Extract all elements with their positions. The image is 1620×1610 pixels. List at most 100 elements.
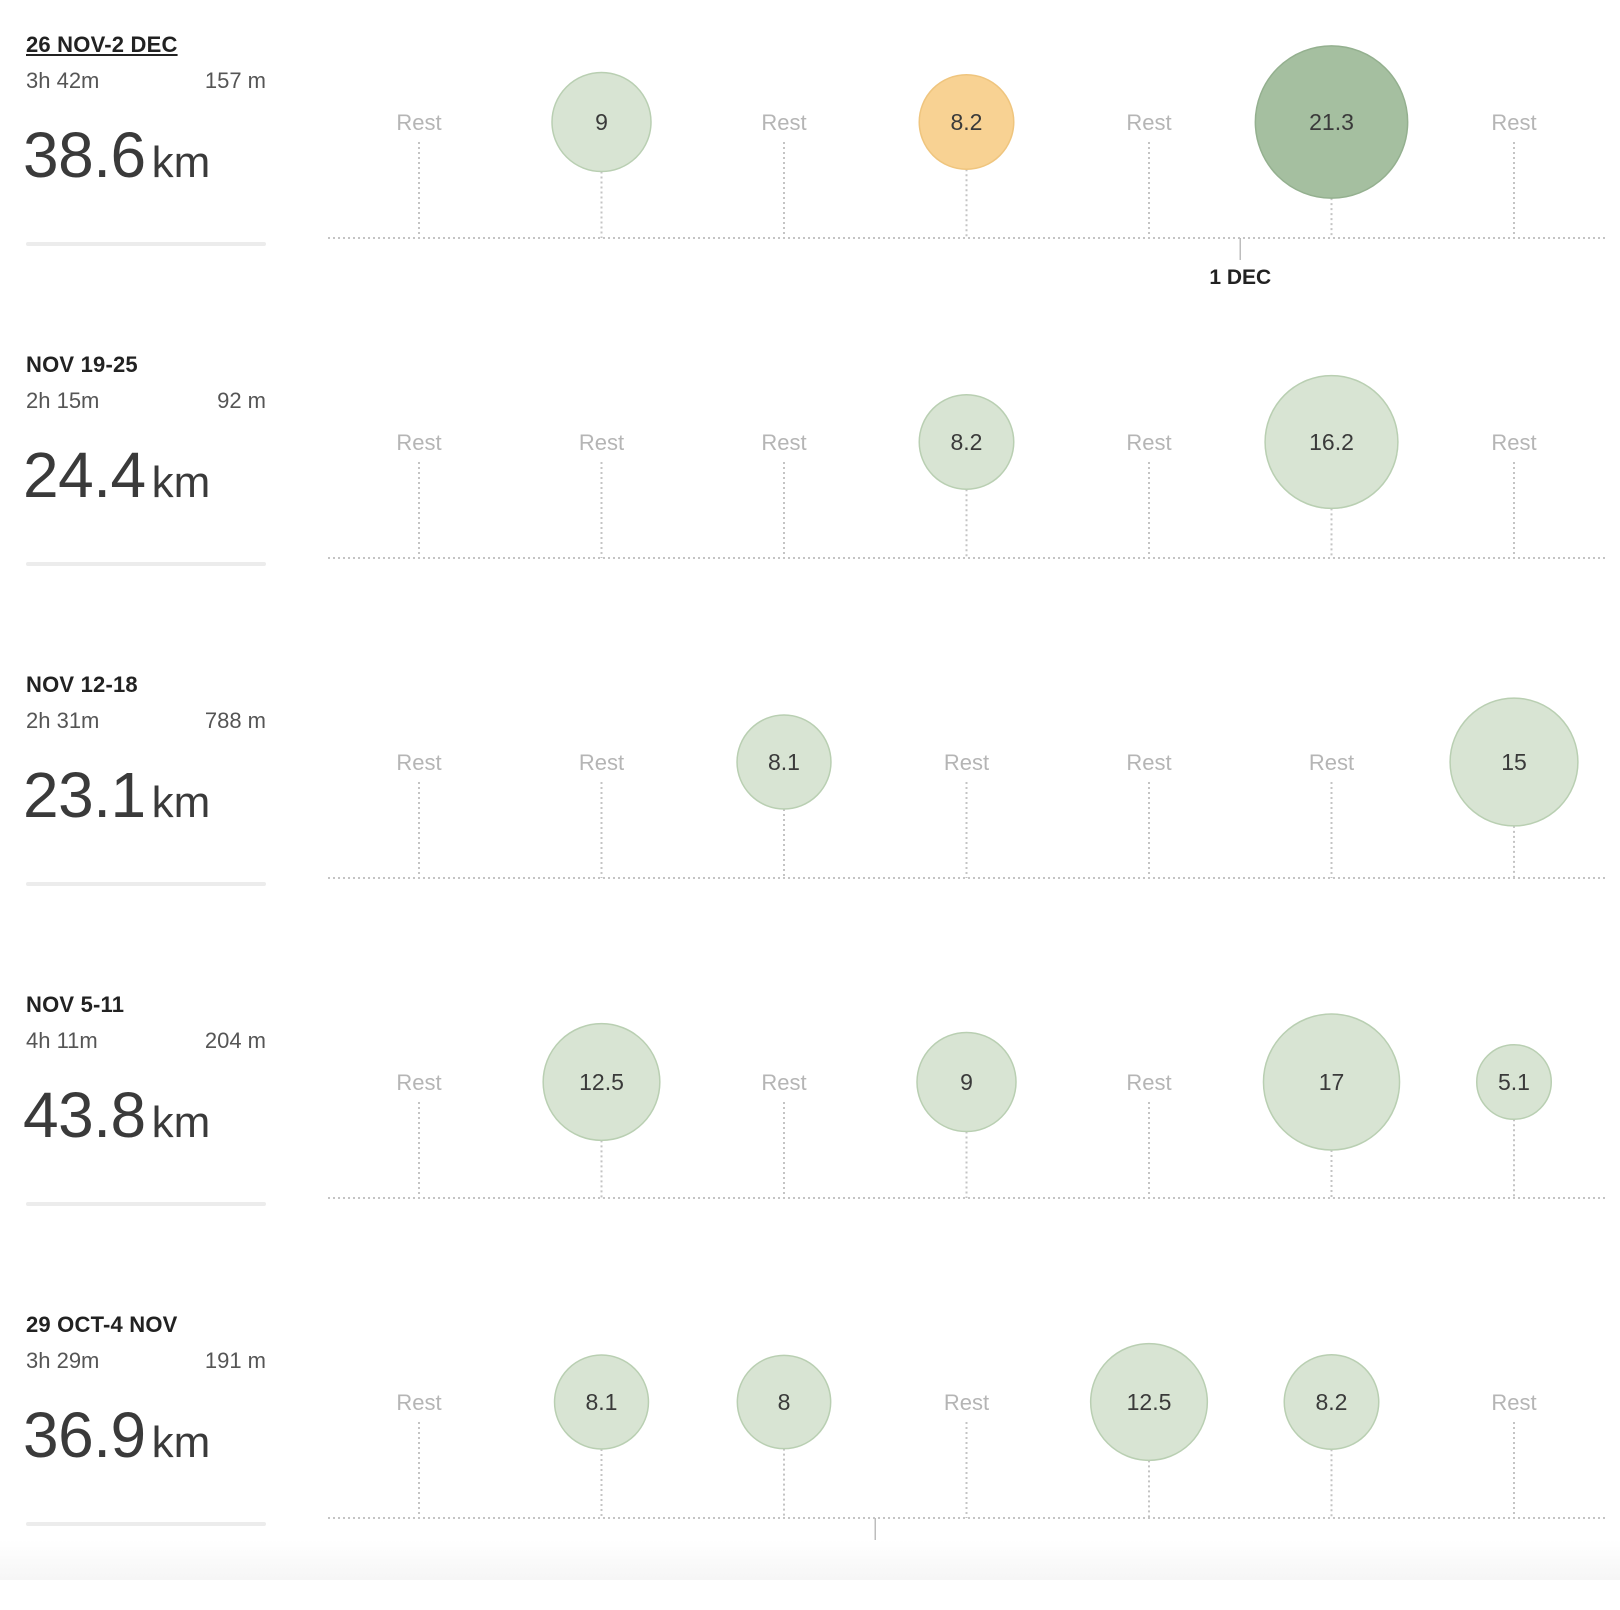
week-elevation: 788 m <box>204 708 266 733</box>
week-elevation: 157 m <box>204 68 266 93</box>
distance-unit: km <box>151 778 211 827</box>
week-duration: 3h 29m <box>26 1348 100 1373</box>
rest-day: Rest <box>1491 1390 1537 1518</box>
distance-unit: km <box>151 138 211 187</box>
run-bubble[interactable] <box>736 714 832 810</box>
run-bubble[interactable] <box>918 74 1015 170</box>
week-elevation: 204 m <box>204 1028 266 1053</box>
run-day[interactable]: 21.3 <box>1254 45 1409 238</box>
run-day[interactable]: 16.2 <box>1264 374 1399 558</box>
run-bubble[interactable] <box>1254 45 1409 199</box>
rest-label: Rest <box>396 1070 441 1095</box>
distance-unit: km <box>151 1098 211 1147</box>
week-title: NOV 12-18 <box>26 672 138 697</box>
rest-day: Rest <box>1491 110 1537 238</box>
run-bubble[interactable] <box>551 71 652 173</box>
rest-day: Rest <box>396 430 442 558</box>
run-bubble[interactable] <box>918 394 1015 490</box>
distance-value: 24.4 <box>23 439 146 511</box>
week-title: NOV 19-25 <box>26 352 138 377</box>
bubble-value: 21.3 <box>1309 109 1354 135</box>
rest-label: Rest <box>944 750 989 775</box>
distance-value: 43.8 <box>23 1079 146 1151</box>
run-day[interactable]: 15 <box>1449 697 1579 878</box>
run-day[interactable]: 8.1 <box>553 1354 650 1518</box>
run-bubble[interactable] <box>736 1354 832 1450</box>
rest-label: Rest <box>1126 430 1171 455</box>
rest-day: Rest <box>396 1390 442 1518</box>
run-bubble[interactable] <box>542 1022 661 1142</box>
bubble-value: 9 <box>960 1069 973 1095</box>
bubble-value: 8.2 <box>1316 1389 1348 1415</box>
rest-label: Rest <box>1491 1390 1536 1415</box>
run-day[interactable]: 8.2 <box>918 74 1015 238</box>
summary-divider <box>26 882 266 886</box>
run-bubble[interactable] <box>1475 1043 1553 1121</box>
week-title: NOV 5-11 <box>26 992 125 1017</box>
rest-day: Rest <box>396 110 442 238</box>
week-summary: 29 OCT-4 NOV 3h 29m 191 m 36.9 km <box>23 1290 266 1610</box>
distance-value: 38.6 <box>23 119 146 191</box>
week-distance: 24.4 km <box>23 438 210 512</box>
week-summary: NOV 19-25 2h 15m 92 m 24.4 km <box>23 330 266 650</box>
run-day[interactable]: 5.1 <box>1475 1043 1553 1198</box>
rest-day: Rest <box>1126 430 1172 558</box>
rest-day: Rest <box>1309 750 1354 878</box>
rest-day: Rest <box>761 430 807 558</box>
summary-divider <box>26 1522 266 1526</box>
run-day[interactable]: 17 <box>1262 1013 1401 1198</box>
week-row: Rest 9 Rest 8.2 Rest 21.3 Rest 1 DEC 26 NOV-2 DE… <box>0 10 1620 330</box>
rest-day: Rest <box>1126 750 1172 878</box>
run-day[interactable]: 9 <box>551 71 652 239</box>
week-distance: 23.1 km <box>23 758 210 832</box>
rest-day: Rest <box>761 1070 807 1198</box>
rest-day: Rest <box>944 1390 989 1518</box>
run-day[interactable]: 8.2 <box>918 394 1015 558</box>
rest-label: Rest <box>396 110 441 135</box>
bubble-value: 8 <box>778 1389 791 1415</box>
week-chart: Rest Rest Rest 8.2 Rest 16.2 Rest <box>328 374 1606 559</box>
run-day[interactable]: 9 <box>916 1031 1017 1199</box>
week-summary: NOV 12-18 2h 31m 788 m 23.1 km <box>23 650 266 970</box>
run-bubble[interactable] <box>1283 1354 1380 1450</box>
rest-label: Rest <box>761 110 806 135</box>
rest-label: Rest <box>1126 110 1171 135</box>
week-distance: 38.6 km <box>23 118 210 192</box>
run-bubble[interactable] <box>1262 1013 1401 1151</box>
run-day[interactable]: 12.5 <box>542 1022 661 1198</box>
rest-label: Rest <box>761 430 806 455</box>
rest-label: Rest <box>1491 430 1536 455</box>
week-duration: 2h 31m <box>26 708 100 733</box>
run-bubble[interactable] <box>1089 1342 1209 1462</box>
rest-label: Rest <box>579 430 624 455</box>
rest-day: Rest <box>396 1070 442 1198</box>
summary-divider <box>26 242 266 246</box>
bubble-value: 5.1 <box>1498 1069 1530 1095</box>
summary-divider <box>26 562 266 566</box>
bubble-value: 8.1 <box>586 1389 618 1415</box>
week-title: 29 OCT-4 NOV <box>26 1312 178 1337</box>
run-bubble[interactable] <box>553 1354 650 1450</box>
run-bubble[interactable] <box>1449 697 1579 827</box>
run-day[interactable]: 12.5 <box>1089 1342 1209 1518</box>
run-bubble[interactable] <box>1264 374 1399 510</box>
run-day[interactable]: 8 <box>736 1354 832 1518</box>
rest-label: Rest <box>1309 750 1354 775</box>
run-day[interactable]: 8.1 <box>736 714 832 878</box>
week-chart: Rest Rest 8.1 Rest Rest Rest 15 <box>328 697 1606 879</box>
rest-label: Rest <box>396 750 441 775</box>
rest-label: Rest <box>761 1070 806 1095</box>
week-elevation: 92 m <box>217 388 266 413</box>
week-distance: 36.9 km <box>23 1398 210 1472</box>
rest-label: Rest <box>944 1390 989 1415</box>
rest-label: Rest <box>396 430 441 455</box>
distance-unit: km <box>151 458 211 507</box>
bottom-fade <box>0 1540 1620 1580</box>
bubble-value: 12.5 <box>579 1069 624 1095</box>
run-day[interactable]: 8.2 <box>1283 1354 1380 1518</box>
week-title[interactable]: 26 NOV-2 DEC <box>26 32 178 57</box>
run-bubble[interactable] <box>916 1031 1017 1133</box>
rest-label: Rest <box>579 750 624 775</box>
rest-day: Rest <box>579 750 624 878</box>
